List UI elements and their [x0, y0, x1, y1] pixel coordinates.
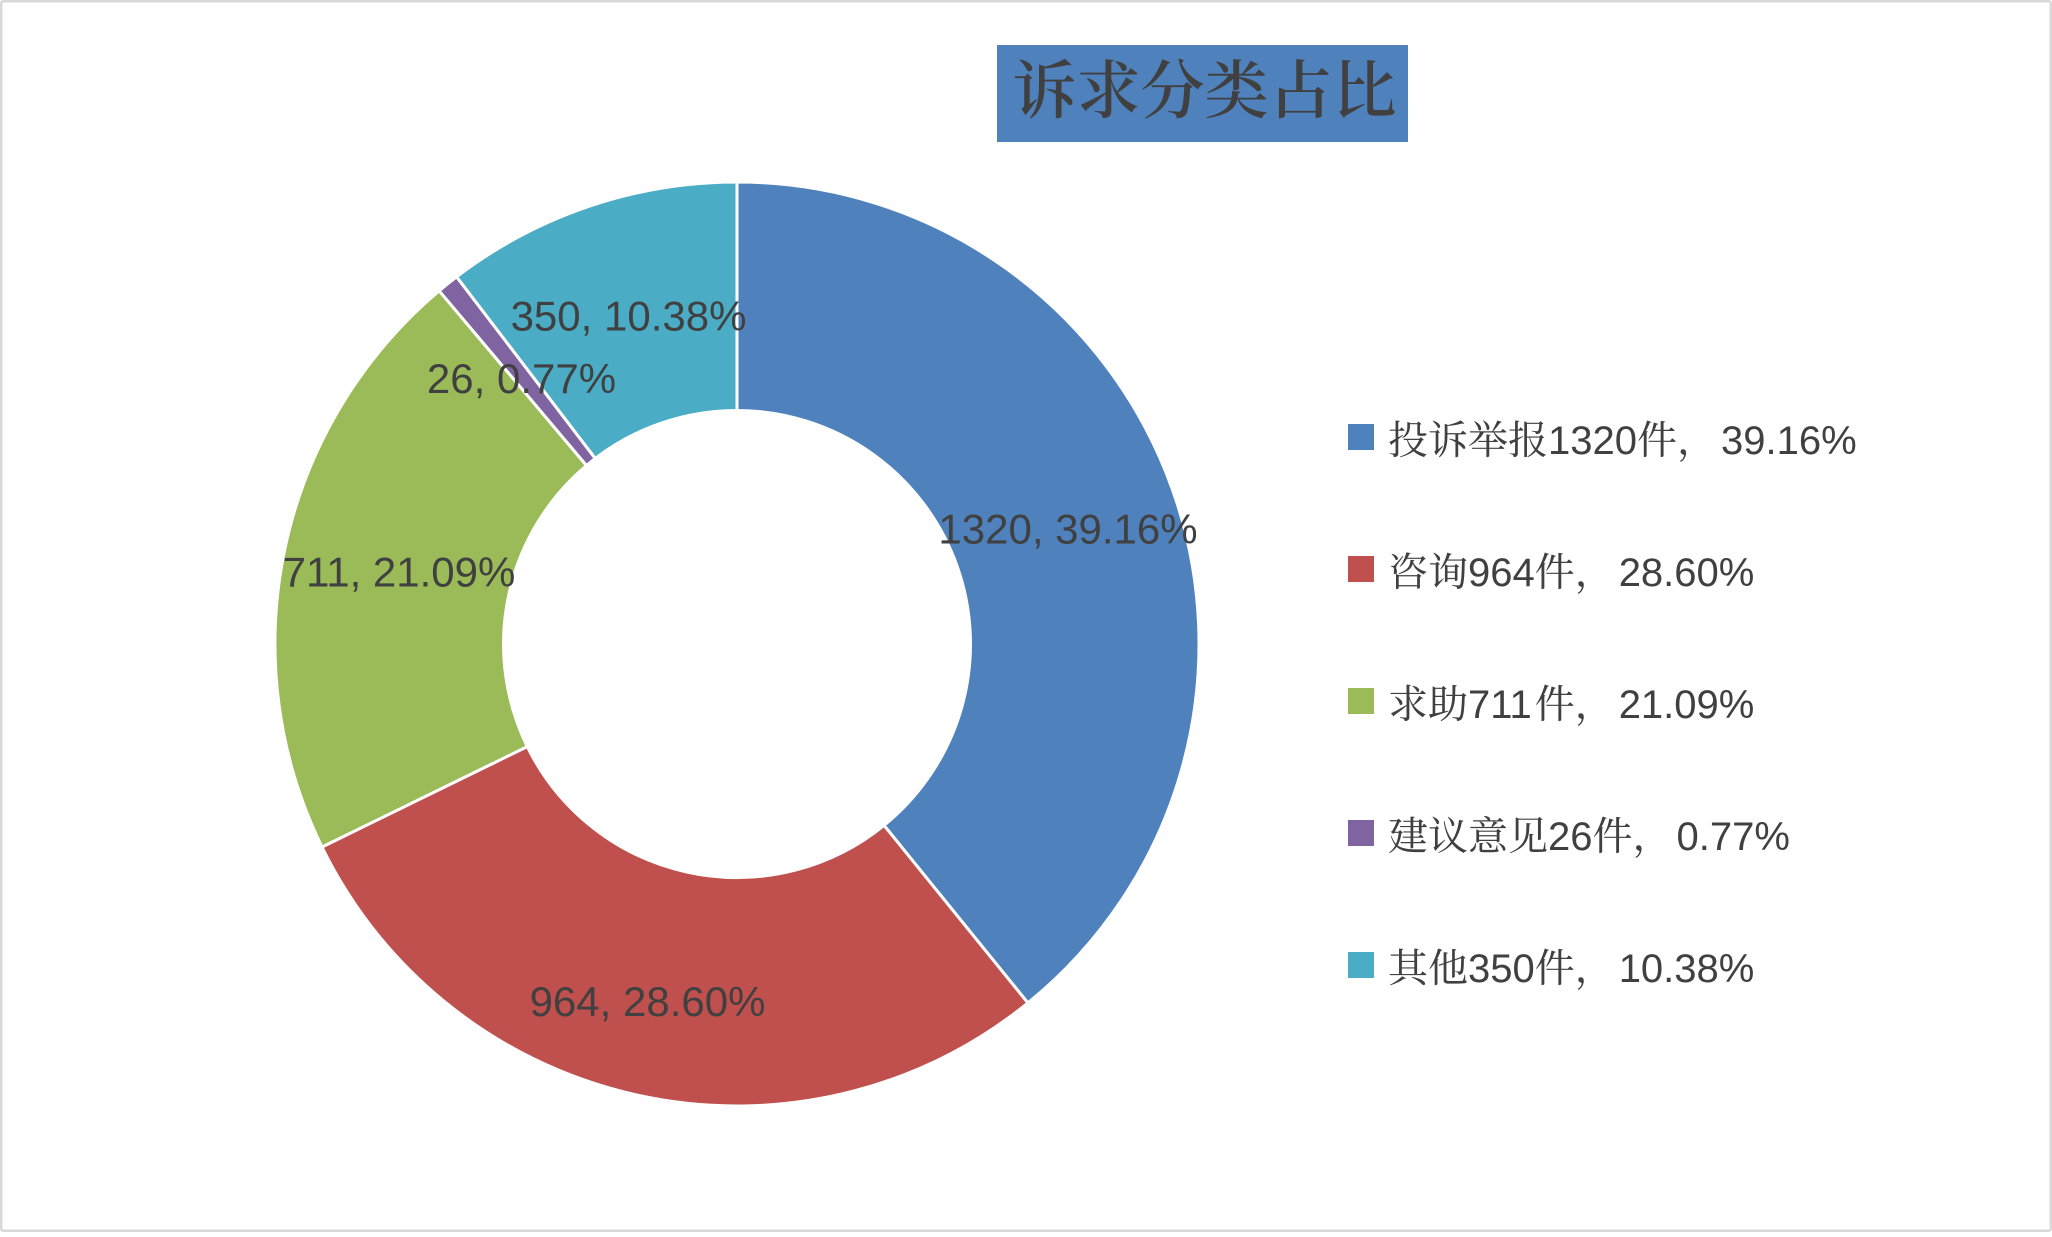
- svg-text:350, 10.38%: 350, 10.38%: [511, 293, 747, 340]
- svg-text:1320, 39.16%: 1320, 39.16%: [938, 506, 1197, 553]
- svg-text:26: 26: [1548, 815, 1593, 859]
- svg-text:28.60%: 28.60%: [1619, 551, 1755, 595]
- svg-text:39.16%: 39.16%: [1721, 419, 1857, 463]
- svg-text:964: 964: [1468, 551, 1535, 595]
- svg-text:1320: 1320: [1548, 419, 1637, 463]
- svg-text:964, 28.60%: 964, 28.60%: [530, 978, 766, 1025]
- svg-text:10.38%: 10.38%: [1619, 947, 1755, 991]
- svg-text:711: 711: [1468, 683, 1532, 727]
- svg-text:350: 350: [1468, 947, 1535, 991]
- svg-text:26, 0.77%: 26, 0.77%: [427, 355, 616, 402]
- svg-text:711, 21.09%: 711, 21.09%: [283, 549, 516, 596]
- svg-text:0.77%: 0.77%: [1677, 815, 1790, 859]
- svg-text:21.09%: 21.09%: [1619, 683, 1755, 727]
